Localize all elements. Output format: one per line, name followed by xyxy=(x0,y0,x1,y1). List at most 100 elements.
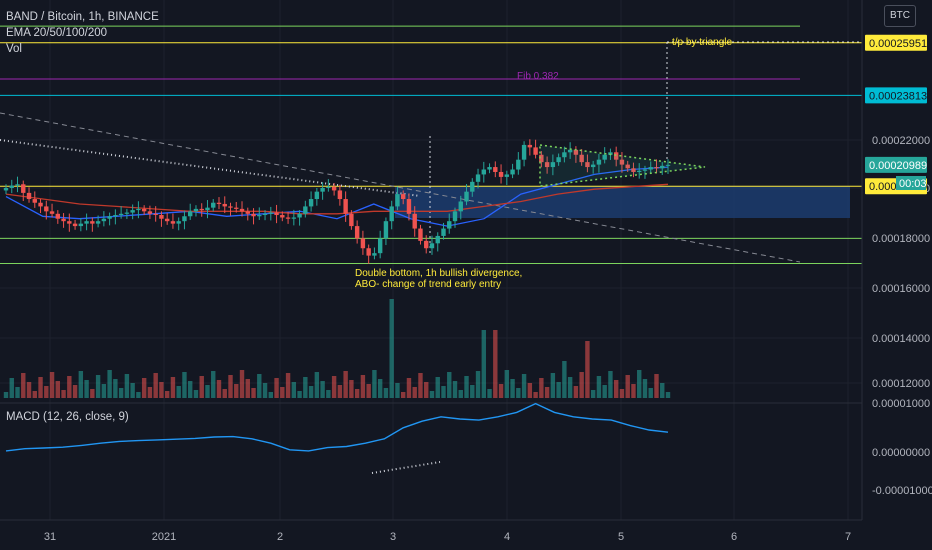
candle-body-84 xyxy=(487,167,492,170)
volume-bar-27 xyxy=(159,382,164,398)
volume-bar-31 xyxy=(182,372,187,398)
volume-bar-67 xyxy=(389,299,394,398)
candle-body-4 xyxy=(26,192,32,200)
candle-body-1 xyxy=(9,185,14,188)
candle-body-103 xyxy=(596,159,602,165)
volume-bar-87 xyxy=(504,370,510,398)
macd-legend[interactable]: MACD (12, 26, close, 9) xyxy=(6,411,129,423)
volume-bar-7 xyxy=(44,386,49,398)
volume-bar-26 xyxy=(153,373,158,398)
volume-bar-64 xyxy=(372,370,377,398)
volume-bar-107 xyxy=(619,389,625,398)
volume-bar-83 xyxy=(481,330,486,398)
horizontal-lines xyxy=(0,25,862,264)
candle-body-111 xyxy=(642,169,648,171)
candle-body-107 xyxy=(619,159,625,165)
candle-body-5 xyxy=(32,199,37,203)
volume-bar-40 xyxy=(234,384,239,398)
candle-body-83 xyxy=(481,169,486,175)
candle-body-40 xyxy=(234,207,239,209)
volume-bar-49 xyxy=(285,373,291,398)
volume-bar-38 xyxy=(222,389,227,398)
volume-bar-33 xyxy=(193,390,199,398)
volume-legend[interactable]: Vol xyxy=(6,43,22,55)
volume-bar-34 xyxy=(199,376,204,398)
triangle-shape xyxy=(539,144,706,187)
volume-bar-77 xyxy=(447,372,452,398)
volume-bar-53 xyxy=(308,386,314,398)
volume-bar-45 xyxy=(262,383,268,398)
price-label-1: 0.00023813 xyxy=(869,90,927,102)
volume-bar-44 xyxy=(257,374,262,398)
candle-body-62 xyxy=(360,238,366,249)
volume-bar-14 xyxy=(84,380,89,398)
candle-body-101 xyxy=(585,162,590,168)
volume-bar-1 xyxy=(9,378,14,398)
volume-bar-22 xyxy=(130,383,135,398)
volume-bar-101 xyxy=(585,341,590,398)
candle-body-60 xyxy=(349,213,354,227)
candle-body-93 xyxy=(539,154,544,163)
volume-bar-36 xyxy=(211,371,216,398)
candle-body-3 xyxy=(21,184,26,193)
x-tick-7: 7 xyxy=(845,531,851,543)
countdown-label: 00:03 xyxy=(899,178,927,190)
volume-bar-62 xyxy=(360,375,366,398)
volume-bar-4 xyxy=(26,382,32,398)
ema-legend[interactable]: EMA 20/50/100/200 xyxy=(6,27,108,39)
volume-bar-15 xyxy=(90,389,95,398)
price-labels: 0.000259510.000238130.000209890.00020120… xyxy=(865,34,927,195)
candle-body-0 xyxy=(3,187,9,191)
candle-body-100 xyxy=(579,154,584,163)
volume-bar-41 xyxy=(239,370,245,398)
candle-body-96 xyxy=(556,157,561,163)
candle-body-41 xyxy=(239,208,245,212)
candle-body-49 xyxy=(285,217,291,219)
volume-bar-42 xyxy=(245,379,250,398)
candle-body-54 xyxy=(314,191,320,200)
volume-bar-10 xyxy=(61,390,66,398)
candle-body-32 xyxy=(188,211,193,217)
candle-body-27 xyxy=(159,215,164,219)
candle-body-97 xyxy=(562,152,567,158)
volume-bar-70 xyxy=(406,378,412,398)
y-tick-4: 0.00014000 xyxy=(872,333,930,345)
candle-body-53 xyxy=(308,199,314,207)
volume-bar-47 xyxy=(274,378,279,398)
y-tick-2: 0.00018000 xyxy=(872,233,930,245)
y-tick-5: 0.00012000 xyxy=(872,378,930,390)
volume-bar-111 xyxy=(642,379,648,398)
candle-body-91 xyxy=(527,144,533,148)
candle-body-51 xyxy=(297,213,302,218)
candle-body-85 xyxy=(493,167,498,172)
candle-body-33 xyxy=(193,208,199,212)
volume-bar-57 xyxy=(331,376,337,398)
macd-tick-2: -0.00001000 xyxy=(872,485,932,497)
volume-bar-6 xyxy=(38,377,43,398)
countdown-bg xyxy=(896,176,926,190)
volume-bar-91 xyxy=(527,383,533,398)
candle-body-50 xyxy=(291,217,297,219)
volume-bar-69 xyxy=(401,392,406,398)
symbol-legend[interactable]: BAND / Bitcoin, 1h, BINANCE xyxy=(6,11,159,23)
candle-body-8 xyxy=(49,211,55,214)
price-label-bg-0 xyxy=(865,34,927,51)
volume-bar-19 xyxy=(113,379,118,398)
candle-body-106 xyxy=(613,152,619,160)
candle-body-31 xyxy=(182,216,187,222)
currency-button[interactable]: BTC xyxy=(884,5,916,27)
candle-body-45 xyxy=(262,213,268,216)
candle-body-22 xyxy=(130,210,135,213)
candle-body-115 xyxy=(665,164,671,166)
volume-bar-46 xyxy=(268,392,273,398)
candle-body-15 xyxy=(90,221,95,224)
price-label-bg-2 xyxy=(865,156,927,173)
candle-body-16 xyxy=(95,221,101,224)
candles xyxy=(3,139,671,264)
candle-body-77 xyxy=(447,221,452,229)
volume-bar-97 xyxy=(562,361,567,398)
candle-body-87 xyxy=(504,174,510,177)
candle-body-98 xyxy=(567,149,573,153)
candle-body-18 xyxy=(107,216,112,219)
